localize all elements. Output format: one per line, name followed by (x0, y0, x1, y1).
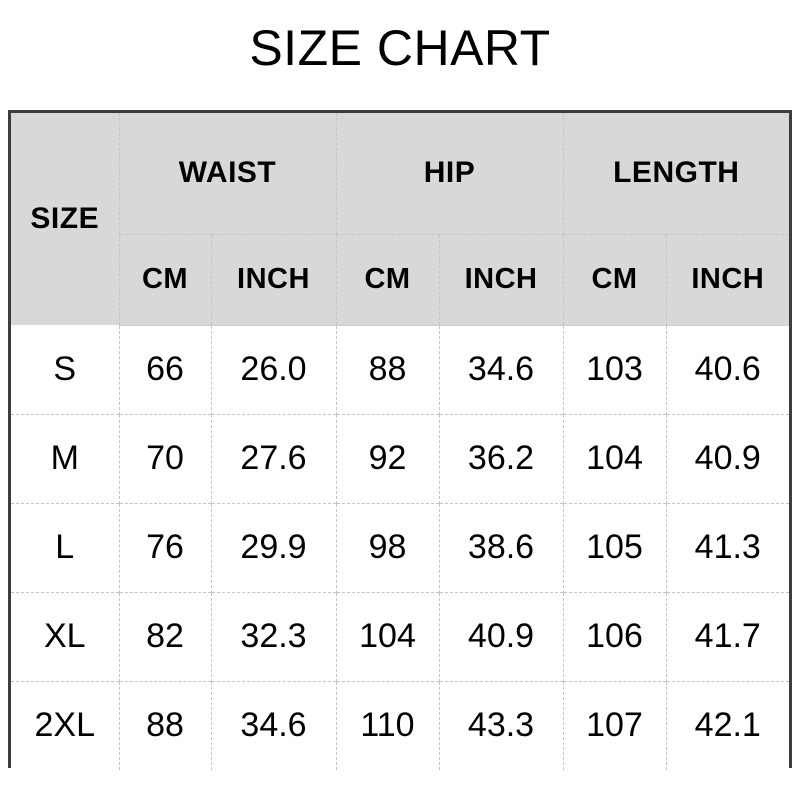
table-row: S 66 26.0 88 34.6 103 40.6 (11, 325, 790, 414)
cell-hip-cm: 104 (336, 591, 440, 681)
column-header-waist-cm: CM (119, 234, 212, 326)
cell-length-inch: 41.3 (666, 502, 790, 592)
cell-hip-cm: 92 (336, 413, 440, 503)
cell-waist-cm: 88 (119, 680, 212, 770)
cell-size: M (11, 413, 120, 503)
cell-waist-cm: 66 (119, 325, 212, 414)
cell-waist-inch: 34.6 (211, 680, 337, 770)
cell-hip-inch: 36.2 (439, 413, 564, 503)
cell-waist-inch: 32.3 (211, 591, 337, 681)
cell-hip-inch: 40.9 (439, 591, 564, 681)
cell-hip-inch: 38.6 (439, 502, 564, 592)
cell-waist-inch: 27.6 (211, 413, 337, 503)
cell-size: XL (11, 591, 120, 681)
cell-waist-cm: 82 (119, 591, 212, 681)
column-header-length-cm: CM (563, 234, 667, 326)
cell-length-cm: 103 (563, 325, 667, 414)
cell-hip-cm: 98 (336, 502, 440, 592)
table-body: S 66 26.0 88 34.6 103 40.6 M 70 27.6 92 … (11, 325, 790, 770)
header-row-units: CM INCH CM INCH CM INCH (11, 234, 790, 326)
cell-size: L (11, 502, 120, 592)
cell-length-inch: 42.1 (666, 680, 790, 770)
column-header-hip-cm: CM (336, 234, 440, 326)
cell-length-cm: 106 (563, 591, 667, 681)
cell-length-cm: 107 (563, 680, 667, 770)
table-row: 2XL 88 34.6 110 43.3 107 42.1 (11, 680, 790, 770)
cell-length-inch: 40.9 (666, 413, 790, 503)
cell-size: S (11, 325, 120, 414)
column-group-header-length: LENGTH (563, 113, 790, 235)
cell-length-inch: 40.6 (666, 325, 790, 414)
header-row-groups: SIZE WAIST HIP LENGTH (11, 113, 790, 325)
cell-size: 2XL (11, 680, 120, 770)
column-header-size: SIZE (11, 113, 120, 325)
table-row: L 76 29.9 98 38.6 105 41.3 (11, 502, 790, 592)
cell-waist-inch: 26.0 (211, 325, 337, 414)
cell-waist-cm: 76 (119, 502, 212, 592)
cell-hip-cm: 110 (336, 680, 440, 770)
cell-hip-inch: 43.3 (439, 680, 564, 770)
cell-waist-cm: 70 (119, 413, 212, 503)
cell-waist-inch: 29.9 (211, 502, 337, 592)
column-group-header-hip: HIP (336, 113, 564, 235)
table-row: XL 82 32.3 104 40.9 106 41.7 (11, 591, 790, 681)
table-row: M 70 27.6 92 36.2 104 40.9 (11, 413, 790, 503)
size-chart-table: SIZE WAIST HIP LENGTH CM INCH CM INCH CM… (11, 113, 790, 770)
column-group-header-waist: WAIST (119, 113, 337, 235)
size-chart-table-container: SIZE WAIST HIP LENGTH CM INCH CM INCH CM… (8, 110, 792, 770)
cell-length-inch: 41.7 (666, 591, 790, 681)
cell-hip-inch: 34.6 (439, 325, 564, 414)
column-header-waist-inch: INCH (211, 234, 337, 326)
cell-length-cm: 105 (563, 502, 667, 592)
table-header: SIZE WAIST HIP LENGTH CM INCH CM INCH CM… (11, 113, 790, 326)
page-title: SIZE CHART (249, 20, 551, 76)
column-header-hip-inch: INCH (439, 234, 564, 326)
cell-length-cm: 104 (563, 413, 667, 503)
column-header-length-inch: INCH (666, 234, 790, 326)
cell-hip-cm: 88 (336, 325, 440, 414)
